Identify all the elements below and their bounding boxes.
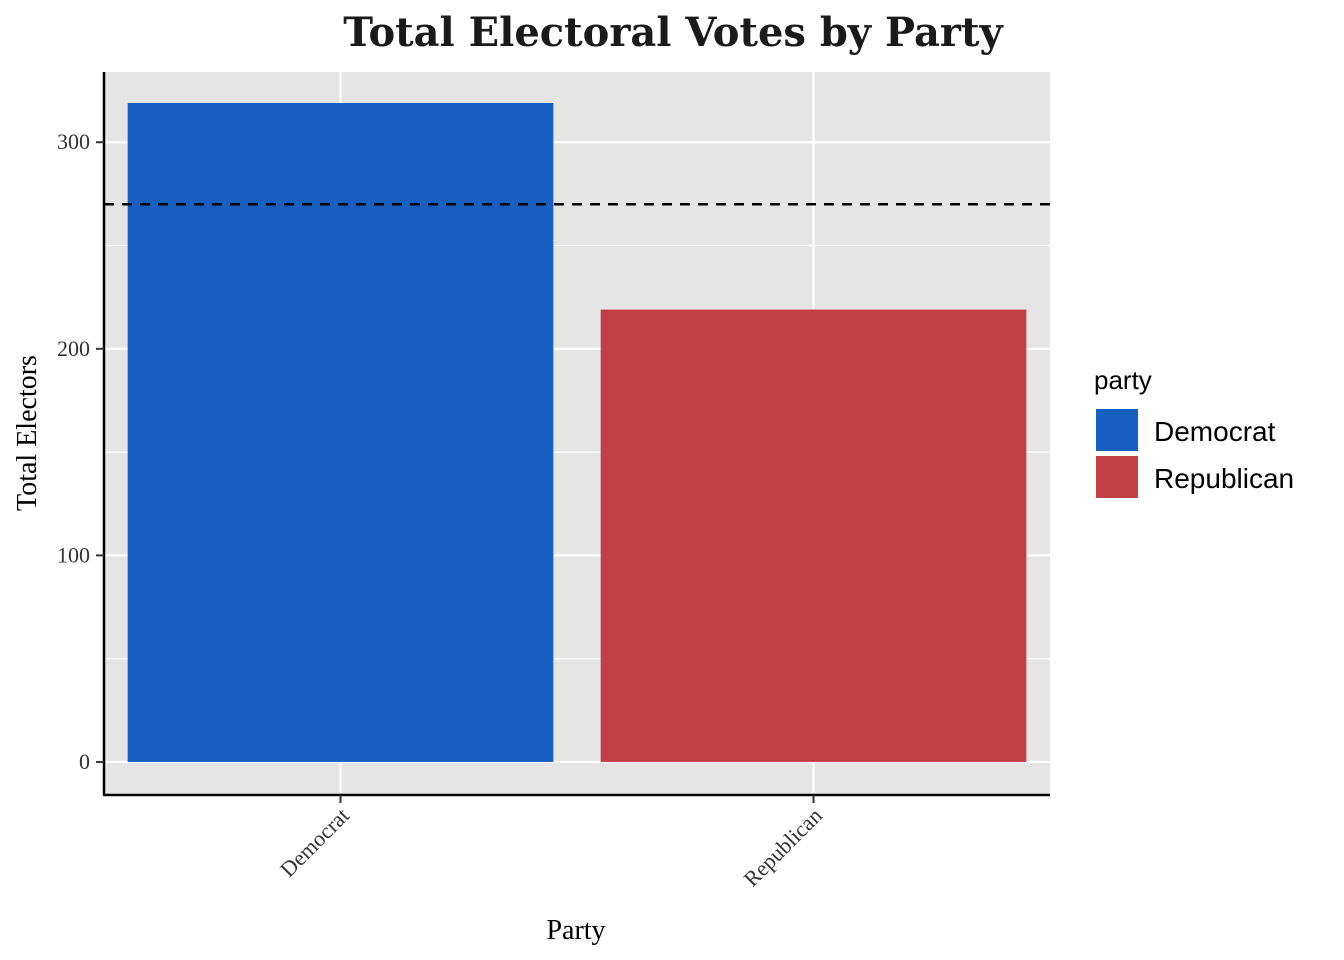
- bars: [127, 102, 1027, 762]
- bar-republican: [600, 309, 1027, 762]
- legend: party Democrat Republican: [1094, 365, 1294, 498]
- bar-democrat: [127, 102, 554, 762]
- legend-title: party: [1094, 365, 1152, 395]
- x-axis-title: Party: [546, 915, 605, 946]
- x-tick-label-republican: Republican: [739, 803, 828, 892]
- y-axis-title: Total Electors: [12, 355, 43, 511]
- chart-title: Total Electoral Votes by Party: [343, 9, 1004, 56]
- x-tick-label-democrat: Democrat: [275, 803, 354, 882]
- legend-label-democrat: Democrat: [1154, 416, 1276, 447]
- legend-label-republican: Republican: [1154, 463, 1294, 494]
- legend-swatch-democrat: [1096, 409, 1138, 451]
- y-tick-label: 100: [57, 542, 90, 567]
- x-axis-ticks: Democrat Republican: [275, 795, 827, 891]
- y-tick-label: 0: [79, 749, 90, 774]
- y-tick-label: 300: [57, 129, 90, 154]
- legend-entries: Democrat Republican: [1096, 409, 1294, 498]
- legend-swatch-republican: [1096, 456, 1138, 498]
- y-tick-label: 200: [57, 336, 90, 361]
- y-axis-ticks: 0 100 200 300: [57, 129, 104, 774]
